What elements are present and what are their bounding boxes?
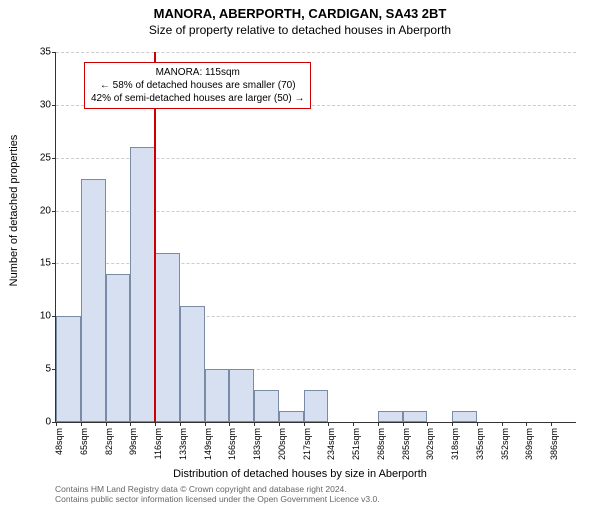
x-tick-mark <box>254 422 255 426</box>
footer-line-2: Contains public sector information licen… <box>55 494 380 504</box>
chart-title-main: MANORA, ABERPORTH, CARDIGAN, SA43 2BT <box>0 6 600 21</box>
x-tick-mark <box>81 422 82 426</box>
chart-title-sub: Size of property relative to detached ho… <box>0 23 600 37</box>
y-tick-label: 20 <box>40 205 51 216</box>
y-tick-mark <box>52 105 56 106</box>
histogram-bar <box>229 369 254 422</box>
x-tick-label: 318sqm <box>450 428 460 460</box>
histogram-bar <box>452 411 477 422</box>
y-tick-label: 0 <box>45 417 51 428</box>
y-axis-label: Number of detached properties <box>8 135 20 287</box>
y-tick-mark <box>52 211 56 212</box>
x-tick-mark <box>56 422 57 426</box>
x-tick-label: 268sqm <box>376 428 386 460</box>
histogram-bar <box>155 253 180 422</box>
x-tick-label: 149sqm <box>203 428 213 460</box>
x-tick-label: 386sqm <box>549 428 559 460</box>
y-tick-mark <box>52 263 56 264</box>
histogram-bar <box>106 274 131 422</box>
y-tick-mark <box>52 158 56 159</box>
x-tick-mark <box>279 422 280 426</box>
x-axis-label: Distribution of detached houses by size … <box>0 468 600 480</box>
x-tick-label: 352sqm <box>500 428 510 460</box>
x-tick-mark <box>106 422 107 426</box>
x-tick-mark <box>180 422 181 426</box>
x-tick-mark <box>328 422 329 426</box>
x-tick-mark <box>403 422 404 426</box>
x-tick-label: 183sqm <box>252 428 262 460</box>
annotation-line-3: 42% of semi-detached houses are larger (… <box>91 92 304 105</box>
x-tick-mark <box>526 422 527 426</box>
histogram-bar <box>378 411 403 422</box>
x-tick-label: 82sqm <box>104 428 114 455</box>
x-tick-label: 200sqm <box>277 428 287 460</box>
y-tick-label: 15 <box>40 258 51 269</box>
y-tick-label: 35 <box>40 47 51 58</box>
annotation-line-2: ← 58% of detached houses are smaller (70… <box>91 79 304 92</box>
x-tick-mark <box>477 422 478 426</box>
annotation-box: MANORA: 115sqm← 58% of detached houses a… <box>84 62 311 109</box>
x-tick-label: 116sqm <box>153 428 163 459</box>
histogram-bar <box>180 306 205 422</box>
histogram-bar <box>304 390 329 422</box>
x-tick-label: 234sqm <box>326 428 336 460</box>
histogram-bar <box>254 390 279 422</box>
chart-plot-area: 0510152025303548sqm65sqm82sqm99sqm116sqm… <box>55 52 576 423</box>
histogram-bar <box>205 369 230 422</box>
x-tick-mark <box>378 422 379 426</box>
x-tick-label: 217sqm <box>302 428 312 460</box>
y-tick-label: 5 <box>45 364 51 375</box>
x-tick-mark <box>130 422 131 426</box>
annotation-line-1: MANORA: 115sqm <box>91 66 304 79</box>
histogram-bar <box>130 147 155 422</box>
histogram-bar <box>403 411 428 422</box>
x-tick-mark <box>452 422 453 426</box>
x-tick-mark <box>205 422 206 426</box>
y-tick-mark <box>52 52 56 53</box>
x-tick-mark <box>229 422 230 426</box>
grid-line <box>56 52 576 53</box>
x-tick-label: 166sqm <box>227 428 237 460</box>
histogram-bar <box>279 411 304 422</box>
x-tick-label: 48sqm <box>54 428 64 455</box>
x-tick-mark <box>551 422 552 426</box>
y-tick-label: 10 <box>40 311 51 322</box>
y-tick-label: 25 <box>40 152 51 163</box>
histogram-bar <box>56 316 81 422</box>
x-tick-label: 251sqm <box>351 428 361 460</box>
x-tick-label: 133sqm <box>178 428 188 460</box>
histogram-bar <box>81 179 106 422</box>
x-tick-label: 99sqm <box>128 428 138 455</box>
x-tick-label: 335sqm <box>475 428 485 460</box>
y-tick-label: 30 <box>40 99 51 110</box>
x-tick-mark <box>427 422 428 426</box>
x-tick-label: 369sqm <box>524 428 534 460</box>
x-tick-mark <box>304 422 305 426</box>
x-tick-label: 285sqm <box>401 428 411 460</box>
x-tick-mark <box>353 422 354 426</box>
x-tick-label: 65sqm <box>79 428 89 455</box>
chart-footer: Contains HM Land Registry data © Crown c… <box>55 484 380 504</box>
footer-line-1: Contains HM Land Registry data © Crown c… <box>55 484 380 494</box>
x-tick-label: 302sqm <box>425 428 435 460</box>
x-tick-mark <box>155 422 156 426</box>
x-tick-mark <box>502 422 503 426</box>
